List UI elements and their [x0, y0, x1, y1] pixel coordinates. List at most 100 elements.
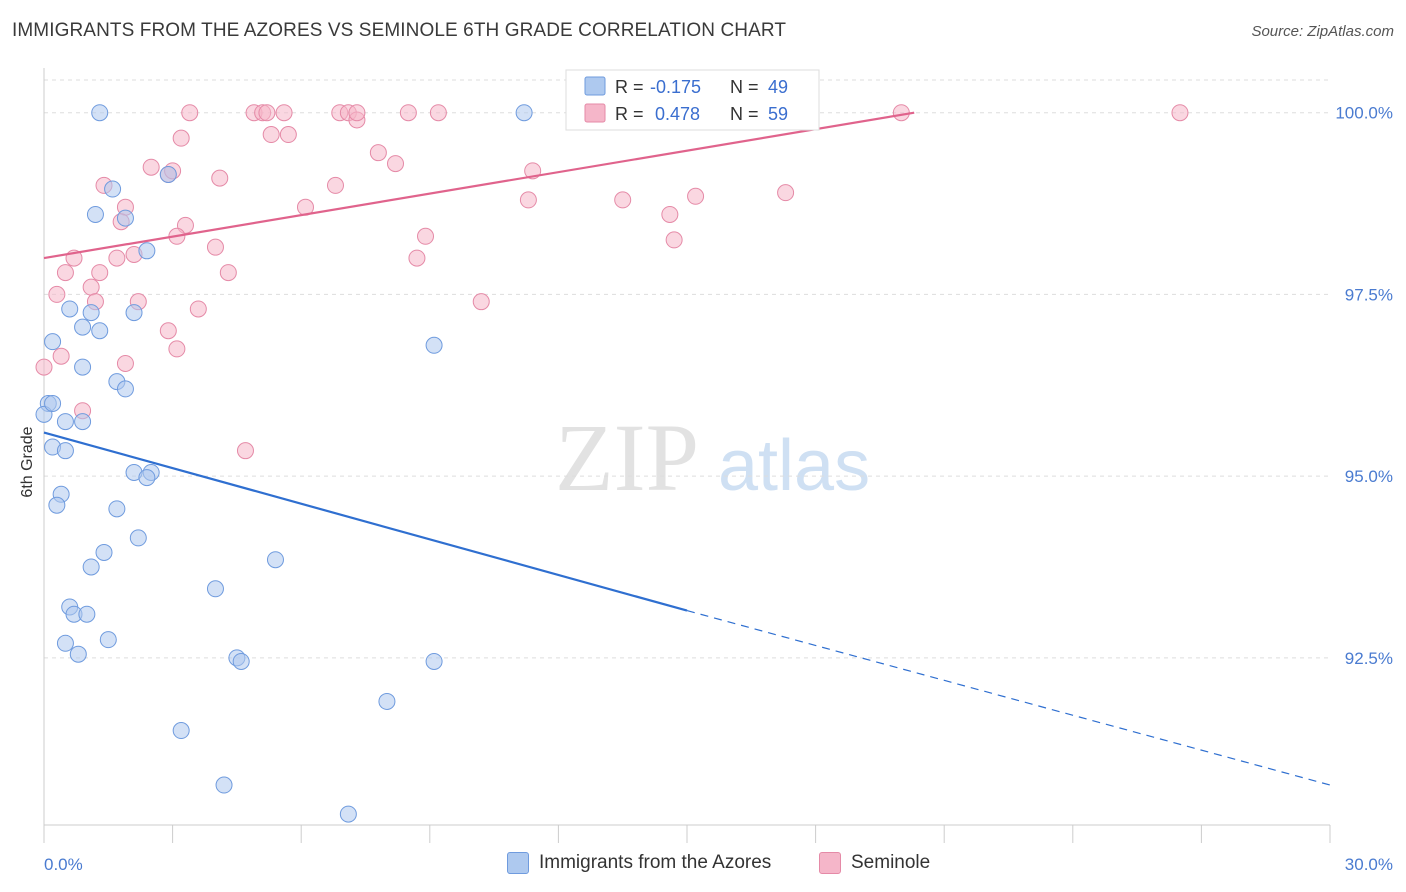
bottom-legend-item-azores: Immigrants from the Azores — [507, 852, 771, 874]
seminole-point — [206, 238, 224, 256]
azores-point — [138, 469, 156, 487]
seminole-point — [399, 104, 417, 122]
azores-point — [99, 631, 117, 649]
azores-point — [74, 318, 92, 336]
azores-point — [48, 496, 66, 514]
trend-lines — [43, 111, 1331, 786]
seminole-point — [116, 354, 134, 372]
seminole-point — [661, 205, 679, 223]
legend-r-value-1: -0.175 — [650, 77, 701, 97]
azores-point — [425, 336, 443, 354]
bottom-legend-swatch-seminole — [819, 852, 841, 874]
azores-point — [339, 805, 357, 823]
azores-trend-line — [43, 431, 688, 612]
seminole-point — [326, 176, 344, 194]
seminole-point — [665, 231, 683, 249]
seminole-point — [52, 347, 70, 365]
azores-point — [56, 413, 74, 431]
azores-point — [95, 543, 113, 561]
azores-point — [44, 333, 62, 351]
azores-point — [116, 380, 134, 398]
legend-n-label-1: N = — [730, 77, 759, 97]
grid-lines — [44, 79, 1330, 659]
azores-point — [515, 104, 533, 122]
azores-point — [78, 605, 96, 623]
azores-point — [125, 304, 143, 322]
seminole-point — [408, 249, 426, 267]
azores-point — [82, 558, 100, 576]
azores-point — [116, 209, 134, 227]
legend-swatch-pink — [584, 103, 606, 123]
bottom-legend-item-seminole: Seminole — [819, 852, 930, 874]
legend-box — [565, 69, 820, 131]
y-axis-label: 6th Grade — [19, 426, 36, 497]
azores-trend-line-extension — [686, 610, 1331, 786]
seminole-point — [892, 104, 910, 122]
seminole-point — [429, 104, 447, 122]
chart-title: IMMIGRANTS FROM THE AZORES VS SEMINOLE 6… — [12, 20, 787, 41]
seminole-point — [82, 278, 100, 296]
x-tick-labels: 0.0% 30.0% — [44, 855, 1393, 874]
seminole-point — [279, 126, 297, 144]
legend: R = -0.175 N = 49 R = 0.478 N = 59 — [565, 69, 820, 131]
chart-source: Source: ZipAtlas.com — [1251, 23, 1394, 40]
seminole-point — [35, 358, 53, 376]
legend-r-value-2: 0.478 — [655, 104, 700, 124]
seminole-point — [687, 187, 705, 205]
azores-point — [69, 645, 87, 663]
seminole-point — [258, 104, 276, 122]
azores-point — [425, 652, 443, 670]
watermark: ZIP atlas — [555, 404, 870, 511]
x-tick-label-min: 0.0% — [44, 855, 83, 874]
azores-point — [82, 304, 100, 322]
azores-point — [56, 442, 74, 460]
seminole-point — [348, 104, 366, 122]
seminole-point — [91, 264, 109, 282]
seminole-point — [777, 184, 795, 202]
azores-point — [91, 104, 109, 122]
azores-point — [44, 394, 62, 412]
seminole-point — [181, 104, 199, 122]
azores-point — [206, 580, 224, 598]
legend-n-value-1: 49 — [768, 77, 788, 97]
bottom-legend-swatch-azores — [507, 852, 529, 874]
watermark-zip: ZIP — [555, 404, 699, 511]
seminole-point — [614, 191, 632, 209]
seminole-point — [369, 144, 387, 162]
azores-point — [129, 529, 147, 547]
y-tick-labels: 100.0% 97.5% 95.0% 92.5% — [1335, 104, 1393, 668]
seminole-point — [168, 340, 186, 358]
seminole-point — [387, 155, 405, 173]
azores-point — [215, 776, 233, 794]
series-azores-points — [35, 104, 717, 823]
bottom-legend-label-seminole: Seminole — [851, 852, 931, 873]
y-tick-label: 92.5% — [1345, 649, 1393, 668]
y-tick-label: 97.5% — [1345, 285, 1393, 304]
axes — [43, 68, 1331, 843]
seminole-point — [236, 442, 254, 460]
azores-point — [266, 551, 284, 569]
bottom-legend-label-azores: Immigrants from the Azores — [539, 852, 772, 873]
watermark-atlas: atlas — [718, 426, 870, 506]
x-tick-label-max: 30.0% — [1345, 855, 1393, 874]
seminole-point — [189, 300, 207, 318]
seminole-point — [159, 322, 177, 340]
azores-point — [74, 358, 92, 376]
seminole-point — [472, 293, 490, 311]
seminole-trend-line — [43, 111, 915, 260]
azores-point — [159, 165, 177, 183]
legend-n-value-2: 59 — [768, 104, 788, 124]
y-tick-label: 95.0% — [1345, 467, 1393, 486]
seminole-point — [519, 191, 537, 209]
seminole-point — [1171, 104, 1189, 122]
seminole-point — [172, 129, 190, 147]
azores-point — [61, 300, 79, 318]
seminole-point — [142, 158, 160, 176]
azores-point — [378, 692, 396, 710]
legend-n-label-2: N = — [730, 104, 759, 124]
seminole-point — [417, 227, 435, 245]
azores-point — [74, 413, 92, 431]
seminole-point — [219, 264, 237, 282]
seminole-point — [48, 285, 66, 303]
